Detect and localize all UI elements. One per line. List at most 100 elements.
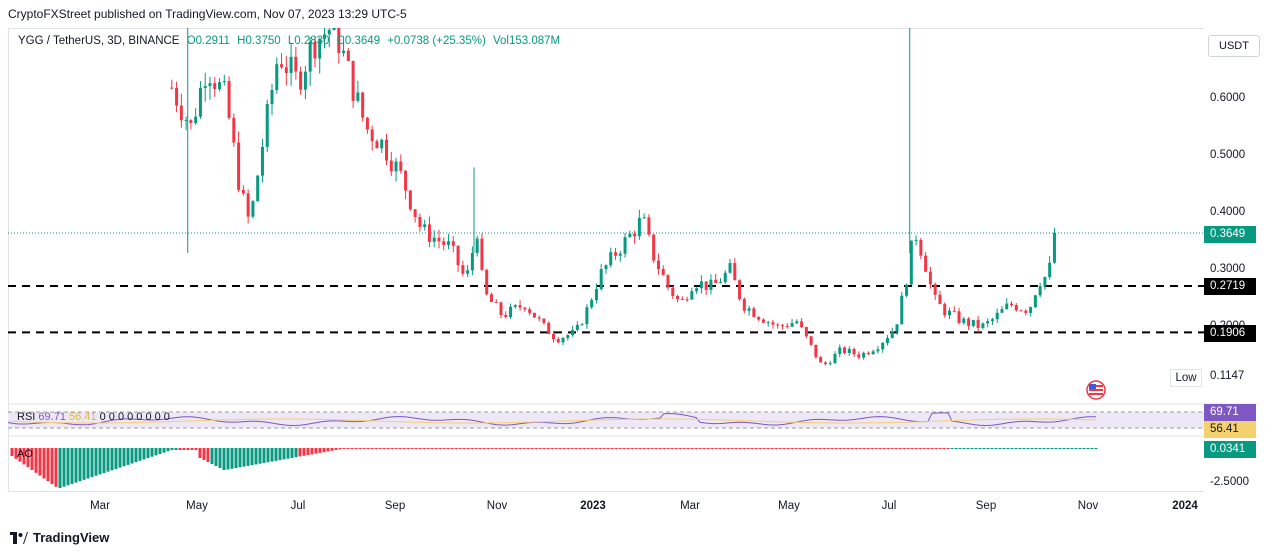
candle-down <box>967 318 971 326</box>
candle-up <box>270 90 274 104</box>
ao-bar <box>94 448 98 476</box>
ao-bar <box>826 448 830 449</box>
ao-bar <box>438 448 442 449</box>
candle-up <box>828 363 832 365</box>
ao-bar <box>678 448 682 449</box>
ao-legend[interactable]: AO <box>17 448 33 460</box>
candle-down <box>804 327 808 337</box>
candle-up <box>590 299 594 308</box>
candle-down <box>175 87 179 106</box>
rsi-ma-line <box>7 418 1097 424</box>
ao-bar <box>630 448 634 449</box>
candle-up <box>394 161 398 172</box>
ao-bar <box>670 448 674 449</box>
candle-down <box>404 170 408 191</box>
ao-bar <box>702 448 706 449</box>
ao-bar <box>1030 448 1034 449</box>
ao-bar <box>118 448 122 468</box>
candle-down <box>246 193 250 217</box>
ao-bar <box>18 448 22 462</box>
ao-bar <box>922 448 926 449</box>
tradingview-logo-icon <box>10 531 28 544</box>
ao-bar <box>658 448 662 449</box>
ao-bar <box>294 448 298 458</box>
ao-bar <box>174 448 178 450</box>
ao-bar <box>758 448 762 449</box>
ao-bar <box>818 448 822 449</box>
candle-up <box>900 295 904 325</box>
candle-up <box>618 253 622 256</box>
candle-up <box>423 224 427 227</box>
ao-bar <box>546 448 550 449</box>
candle-down <box>957 311 961 323</box>
candle-down <box>819 357 823 363</box>
ao-bar <box>566 448 570 449</box>
symbol-name[interactable]: YGG / TetherUS, 3D, BINANCE <box>18 35 180 47</box>
candle-down <box>547 322 551 335</box>
ao-bar <box>342 448 346 449</box>
ohlc-open: O0.2911 <box>186 35 230 47</box>
candle-down <box>532 312 536 318</box>
ao-bar <box>366 448 370 449</box>
candle-down <box>952 310 956 312</box>
ao-bar <box>322 448 326 453</box>
ao-bar <box>86 448 90 479</box>
ao-bar <box>926 448 930 449</box>
ao-bar <box>1022 448 1026 449</box>
ao-bar <box>226 448 230 470</box>
candle-up <box>260 146 264 176</box>
ao-bar <box>938 448 942 449</box>
ao-bar <box>1050 448 1054 449</box>
ao-bar <box>66 448 70 486</box>
candle-down <box>499 302 503 315</box>
candle-down <box>814 344 818 358</box>
ao-bar <box>782 448 786 449</box>
ao-bar <box>490 448 494 449</box>
candle-down <box>480 238 484 270</box>
ao-bar <box>526 448 530 449</box>
candle-down <box>857 354 861 358</box>
ao-bar <box>350 448 354 449</box>
candle-down <box>299 71 303 90</box>
ao-bar <box>430 448 434 449</box>
candle-down <box>742 298 746 311</box>
candle-down <box>685 299 689 301</box>
candle-down <box>943 304 947 316</box>
ao-bar <box>666 448 670 449</box>
candle-down <box>232 117 236 143</box>
rsi-legend[interactable]: RSI 69.71 56.41 0 0 0 0 0 0 0 0 <box>17 411 170 423</box>
candle-down <box>389 160 393 172</box>
candle-down <box>227 81 231 118</box>
price-axis-label: 0.3000 <box>1210 263 1246 275</box>
level-0.1906-tag: 0.1906 <box>1204 325 1256 342</box>
publisher-caption: CryptoFXStreet published on TradingView.… <box>8 7 407 21</box>
chart-pane-frame <box>8 28 1204 492</box>
ao-bar <box>30 448 34 470</box>
ao-bar <box>838 448 842 449</box>
candle-up <box>470 253 474 271</box>
candle-up <box>1000 309 1004 313</box>
candle-up <box>914 239 918 241</box>
ao-bar <box>714 448 718 449</box>
ao-bar <box>594 448 598 449</box>
candle-down <box>1010 303 1014 306</box>
candle-down <box>843 347 847 353</box>
ao-bar <box>970 448 974 449</box>
ao-bar <box>950 448 954 449</box>
ao-bar <box>726 448 730 449</box>
ao-bar <box>942 448 946 449</box>
candle-down <box>776 324 780 326</box>
candle-down <box>647 217 651 235</box>
ao-bar <box>1058 448 1062 449</box>
ao-bar <box>102 448 106 474</box>
candle-down <box>408 190 412 210</box>
currency-button[interactable]: USDT <box>1208 35 1260 57</box>
ao-bar <box>122 448 126 467</box>
ao-bar <box>270 448 274 462</box>
price-axis-label: 0.5000 <box>1210 149 1246 161</box>
candle-down <box>761 319 765 323</box>
candle-up <box>747 308 751 311</box>
candle-up <box>895 324 899 332</box>
tradingview-logo[interactable]: TradingView <box>10 530 109 545</box>
